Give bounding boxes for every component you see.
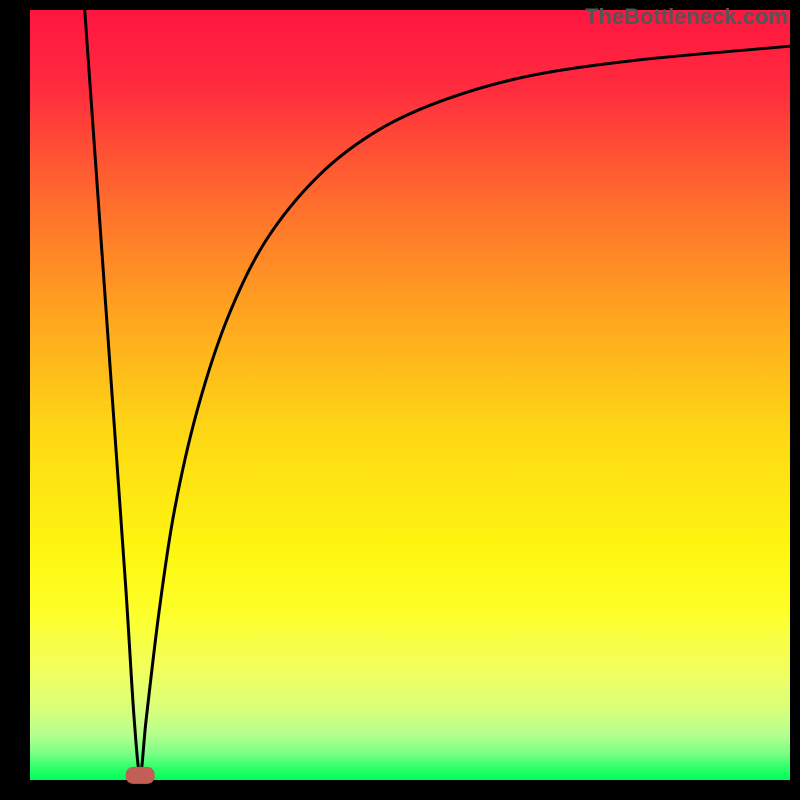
plot-area bbox=[30, 10, 790, 780]
chart-canvas: TheBottleneck.com bbox=[0, 0, 800, 800]
watermark-text: TheBottleneck.com bbox=[585, 4, 788, 30]
